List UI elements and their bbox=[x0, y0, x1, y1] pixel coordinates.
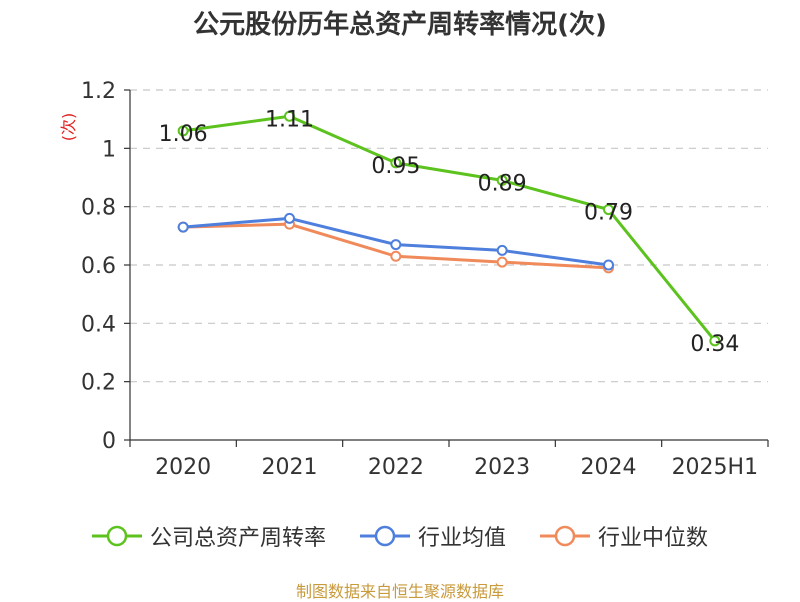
data-label: 1.11 bbox=[265, 107, 314, 132]
series-point bbox=[177, 125, 189, 137]
source-note: 制图数据来自恒生聚源数据库 bbox=[295, 582, 504, 601]
y-tick-label: 0.6 bbox=[81, 254, 116, 279]
y-axis-label: (次) bbox=[59, 113, 78, 142]
series-point bbox=[496, 244, 508, 256]
data-label: 0.89 bbox=[478, 171, 527, 196]
legend-item-industry-mean[interactable]: 行业均值 bbox=[359, 520, 506, 552]
y-tick-label: 1.2 bbox=[81, 79, 116, 104]
series-point bbox=[709, 335, 721, 347]
y-tick-label: 0.2 bbox=[81, 371, 116, 396]
series-point bbox=[390, 250, 402, 262]
series-point bbox=[390, 239, 402, 251]
data-label: 0.79 bbox=[584, 201, 633, 226]
series-point bbox=[496, 174, 508, 186]
x-tick-label: 2021 bbox=[262, 455, 318, 480]
legend-label-industry-median: 行业中位数 bbox=[598, 526, 709, 551]
y-tick-label: 1 bbox=[102, 137, 116, 162]
legend-swatch-company bbox=[91, 525, 142, 547]
data-label: 0.95 bbox=[371, 154, 420, 179]
chart-title: 公元股份历年总资产周转率情况(次) bbox=[193, 10, 607, 40]
legend-label-company: 公司总资产周转率 bbox=[149, 526, 326, 551]
series-point bbox=[390, 157, 402, 169]
x-tick-label: 2020 bbox=[155, 455, 211, 480]
series-line bbox=[182, 114, 716, 342]
x-tick-label: 2025H1 bbox=[672, 455, 759, 480]
y-tick-label: 0.8 bbox=[81, 196, 116, 221]
data-label: 0.34 bbox=[690, 332, 739, 357]
x-tick-label: 2024 bbox=[581, 455, 637, 480]
series-point bbox=[177, 221, 189, 233]
series-point bbox=[603, 259, 614, 271]
legend-item-company[interactable]: 公司总资产周转率 bbox=[91, 520, 326, 552]
y-tick-label: 0 bbox=[102, 429, 116, 454]
y-tick-label: 0.4 bbox=[81, 312, 116, 337]
x-tick-label: 2023 bbox=[474, 455, 530, 480]
data-label: 1.06 bbox=[159, 122, 208, 147]
series-point bbox=[284, 110, 295, 122]
series-point bbox=[496, 256, 508, 268]
legend-label-industry-mean: 行业均值 bbox=[417, 526, 506, 551]
series-point bbox=[284, 212, 295, 224]
legend-swatch-industry-median bbox=[540, 525, 590, 547]
series-point bbox=[603, 204, 614, 216]
legend-item-industry-median[interactable]: 行业中位数 bbox=[540, 520, 708, 552]
legend: 公司总资产周转率 行业均值 行业中位数 bbox=[0, 520, 800, 552]
legend-swatch-industry-mean bbox=[359, 525, 410, 547]
x-tick-label: 2022 bbox=[368, 455, 424, 480]
